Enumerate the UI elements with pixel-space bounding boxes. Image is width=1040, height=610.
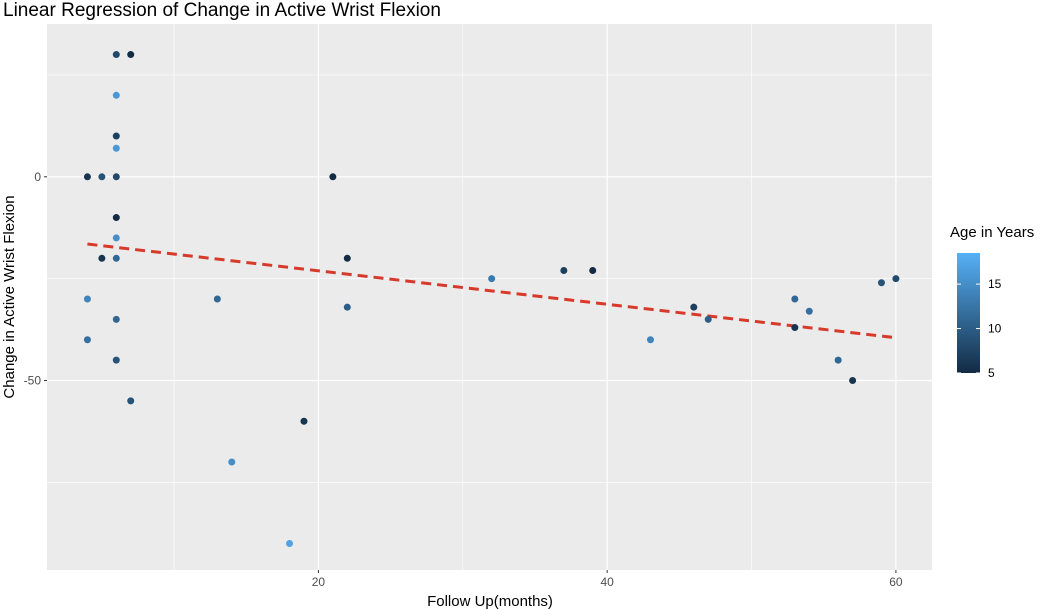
data-point bbox=[112, 234, 120, 242]
data-point bbox=[805, 307, 813, 315]
data-point bbox=[791, 324, 799, 332]
data-point bbox=[877, 279, 885, 287]
data-point bbox=[228, 458, 236, 466]
x-tick-label: 20 bbox=[312, 575, 326, 589]
data-point bbox=[690, 303, 698, 311]
legend-tick-label: 5 bbox=[988, 366, 995, 380]
legend-title: Age in Years bbox=[950, 224, 1034, 241]
data-point bbox=[98, 173, 106, 181]
regression-line bbox=[87, 242, 897, 340]
data-point bbox=[112, 315, 120, 323]
data-point bbox=[646, 336, 654, 344]
data-point bbox=[112, 51, 120, 59]
data-point bbox=[112, 132, 120, 140]
data-point bbox=[589, 267, 597, 275]
data-point bbox=[343, 303, 351, 311]
data-point bbox=[83, 336, 91, 344]
plot-panel bbox=[47, 24, 932, 570]
data-point bbox=[892, 275, 900, 283]
data-point bbox=[488, 275, 496, 283]
y-tick-label: -50 bbox=[24, 374, 42, 388]
data-point bbox=[329, 173, 337, 181]
x-axis-title: Follow Up(months) bbox=[427, 593, 553, 610]
data-point bbox=[83, 295, 91, 303]
data-point bbox=[112, 254, 120, 262]
data-point bbox=[127, 51, 135, 59]
y-tick-label: 0 bbox=[34, 170, 41, 184]
data-points bbox=[83, 51, 900, 548]
data-point bbox=[112, 91, 120, 99]
data-point bbox=[834, 356, 842, 364]
data-point bbox=[112, 144, 120, 152]
legend-tick-label: 10 bbox=[988, 322, 1002, 336]
data-point bbox=[791, 295, 799, 303]
legend-tick-label: 15 bbox=[988, 277, 1002, 291]
data-point bbox=[83, 173, 91, 181]
color-legend: Age in Years 5 10 15 bbox=[950, 224, 1034, 380]
data-point bbox=[560, 267, 568, 275]
y-axis-ticks: 0 -50 bbox=[24, 170, 47, 388]
data-point bbox=[300, 417, 308, 425]
x-axis-ticks: 20 40 60 bbox=[312, 570, 903, 589]
data-point bbox=[112, 214, 120, 222]
data-point bbox=[112, 356, 120, 364]
chart-title: Linear Regression of Change in Active Wr… bbox=[3, 0, 441, 21]
data-point bbox=[286, 540, 294, 548]
data-point bbox=[98, 254, 106, 262]
legend-colorbar bbox=[957, 253, 980, 373]
x-tick-label: 40 bbox=[600, 575, 614, 589]
data-point bbox=[213, 295, 221, 303]
x-tick-label: 60 bbox=[889, 575, 903, 589]
data-point bbox=[704, 315, 712, 323]
data-point bbox=[343, 254, 351, 262]
data-point bbox=[849, 377, 857, 385]
data-point bbox=[127, 397, 135, 405]
regression-line-group bbox=[87, 242, 897, 340]
y-axis-title: Change in Active Wrist Flexion bbox=[1, 195, 18, 398]
data-point bbox=[112, 173, 120, 181]
